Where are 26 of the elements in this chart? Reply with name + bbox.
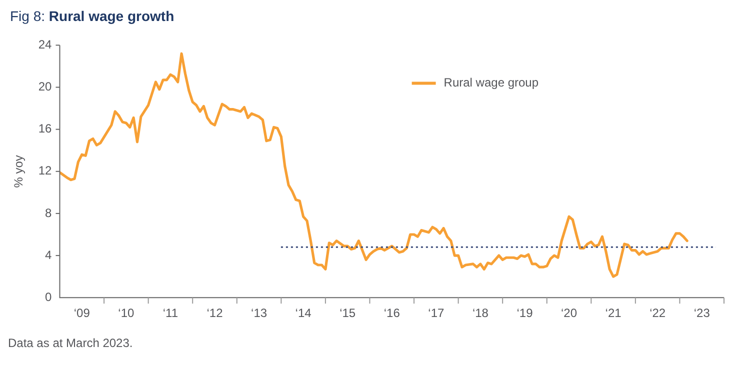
x-tick-label: ‘18 [472, 306, 489, 320]
x-tick-label: ‘12 [206, 306, 224, 320]
x-tick-label: ‘22 [650, 306, 666, 320]
y-tick-label: 8 [45, 206, 52, 220]
x-tick-label: ‘13 [251, 306, 268, 320]
x-tick-label: ‘17 [428, 306, 444, 320]
text: Data as at March 2023. [8, 336, 134, 350]
x-tick-label: ‘14 [295, 306, 312, 320]
x-tick-label: ‘15 [340, 306, 356, 320]
y-tick-label: 20 [38, 80, 52, 94]
y-tick-label: 4 [45, 248, 52, 262]
chart-title: Fig 8: Rural wage growth [10, 8, 174, 24]
x-tick-label: ‘09 [74, 306, 90, 320]
x-tick-label: ‘11 [162, 306, 178, 320]
legend-label: Rural wage group [444, 76, 539, 90]
y-axis-title: % yoy [12, 155, 26, 188]
x-tick-label: ‘21 [605, 306, 622, 320]
x-tick-label: ‘20 [561, 306, 578, 320]
y-tick-label: 0 [45, 290, 52, 304]
y-tick-label: 12 [38, 164, 52, 178]
y-tick-label: 24 [38, 38, 52, 52]
x-tick-label: ‘19 [516, 306, 534, 320]
x-tick-label: ‘16 [384, 306, 400, 320]
x-tick-label: ‘10 [118, 306, 135, 320]
x-tick-label: ‘23 [694, 306, 710, 320]
y-tick-label: 16 [38, 122, 52, 136]
